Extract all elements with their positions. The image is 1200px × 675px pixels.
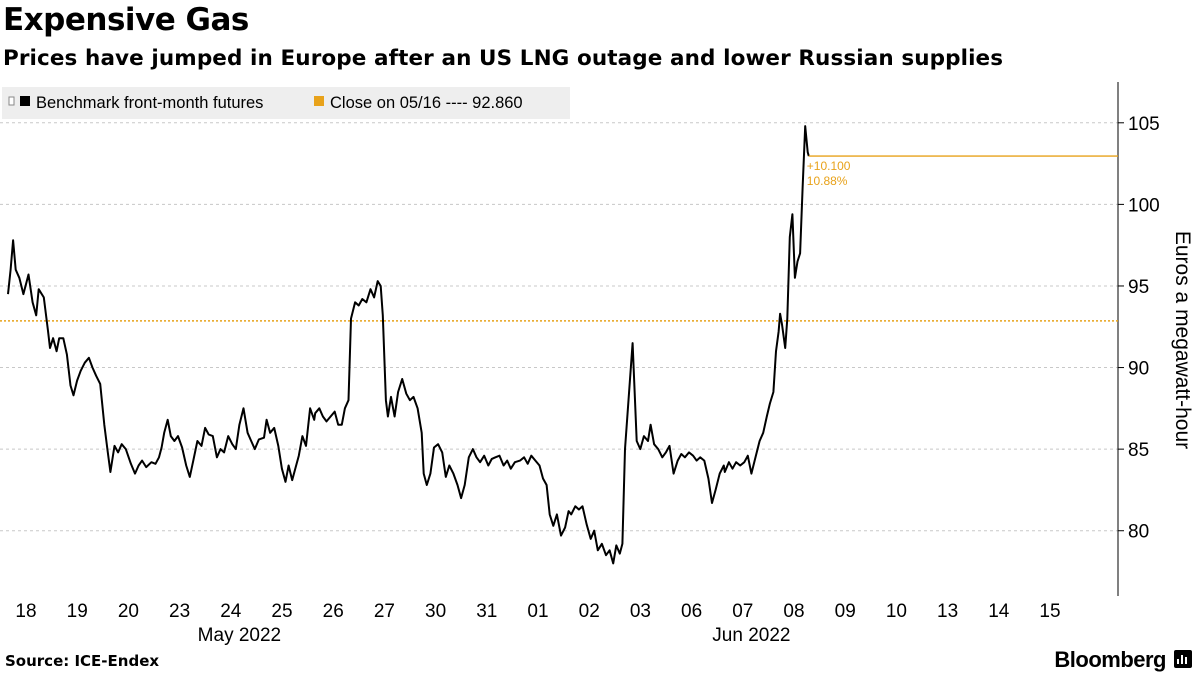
x-tick-label-6: 26	[323, 601, 344, 622]
series-line-benchmark-futures	[7, 125, 810, 565]
change-annotation-pct: 10.88%	[807, 174, 848, 188]
x-tick-label-10: 01	[527, 601, 548, 622]
x-tick-label-12: 03	[630, 601, 651, 622]
x-tick-label-16: 09	[835, 601, 856, 622]
legend-swatch-reference	[314, 96, 324, 106]
change-annotation-abs: +10.100	[807, 159, 851, 173]
y-tick-label-80: 80	[1128, 522, 1149, 543]
legend-swatch-series	[20, 96, 30, 106]
chart-title: Expensive Gas	[3, 2, 249, 38]
legend-handle-icon[interactable]	[8, 96, 15, 106]
y-axis-ticks: 80 85 90 95 100 105	[1118, 114, 1160, 543]
chart-subtitle: Prices have jumped in Europe after an US…	[3, 46, 1004, 71]
y-tick-label-85: 85	[1128, 440, 1149, 461]
source-note: Source: ICE-Endex	[5, 652, 160, 670]
x-tick-label-4: 24	[220, 601, 242, 622]
bloomberg-terminal-icon	[1174, 650, 1192, 668]
x-tick-label-0: 18	[15, 601, 36, 622]
y-tick-label-100: 100	[1128, 195, 1160, 216]
y-tick-label-95: 95	[1128, 277, 1149, 298]
x-tick-label-7: 27	[374, 601, 395, 622]
bloomberg-logo: Bloomberg	[1054, 647, 1166, 672]
gridlines	[0, 122, 1118, 532]
x-tick-label-15: 08	[783, 601, 804, 622]
x-axis-ticks: 18 19 20 23 24 25 26 27 30 31 01 02 03 06 07 08 09 10 13 14…	[15, 601, 1060, 646]
legend: Benchmark front-month futures Close on 0…	[2, 87, 570, 119]
x-month-label-1: Jun 2022	[712, 625, 790, 646]
x-tick-label-19: 14	[988, 601, 1010, 622]
x-tick-label-11: 02	[579, 601, 600, 622]
x-tick-label-2: 20	[118, 601, 139, 622]
y-axis-label: Euros a megawatt-hour	[1171, 231, 1194, 449]
legend-label-series: Benchmark front-month futures	[36, 94, 263, 112]
x-tick-label-20: 15	[1039, 601, 1060, 622]
x-tick-label-14: 07	[732, 601, 753, 622]
legend-label-reference: Close on 05/16 ---- 92.860	[330, 94, 523, 112]
y-tick-label-90: 90	[1128, 359, 1149, 380]
x-tick-label-17: 10	[886, 601, 907, 622]
x-tick-label-3: 23	[169, 601, 190, 622]
x-tick-label-5: 25	[271, 601, 292, 622]
x-tick-label-1: 19	[67, 601, 88, 622]
x-tick-label-8: 30	[425, 601, 446, 622]
x-tick-label-13: 06	[681, 601, 702, 622]
x-tick-label-9: 31	[476, 601, 497, 622]
x-month-label-0: May 2022	[198, 625, 281, 646]
legend-background	[2, 87, 570, 119]
y-tick-label-105: 105	[1128, 114, 1160, 135]
x-tick-label-18: 13	[937, 601, 958, 622]
